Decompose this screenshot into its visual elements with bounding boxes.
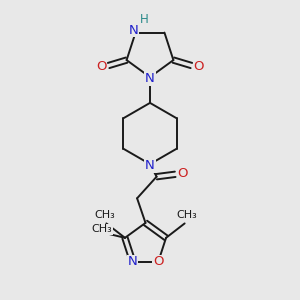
Text: CH₃: CH₃	[177, 210, 197, 220]
Text: N: N	[145, 72, 155, 85]
Text: N: N	[145, 159, 155, 172]
Text: O: O	[153, 256, 164, 268]
Text: CH₃: CH₃	[92, 224, 112, 234]
Text: N: N	[128, 24, 138, 37]
Text: H: H	[140, 14, 149, 26]
Text: O: O	[193, 60, 204, 73]
Text: CH₃: CH₃	[94, 210, 115, 220]
Text: O: O	[96, 60, 107, 73]
Text: O: O	[178, 167, 188, 180]
Text: N: N	[128, 256, 138, 268]
